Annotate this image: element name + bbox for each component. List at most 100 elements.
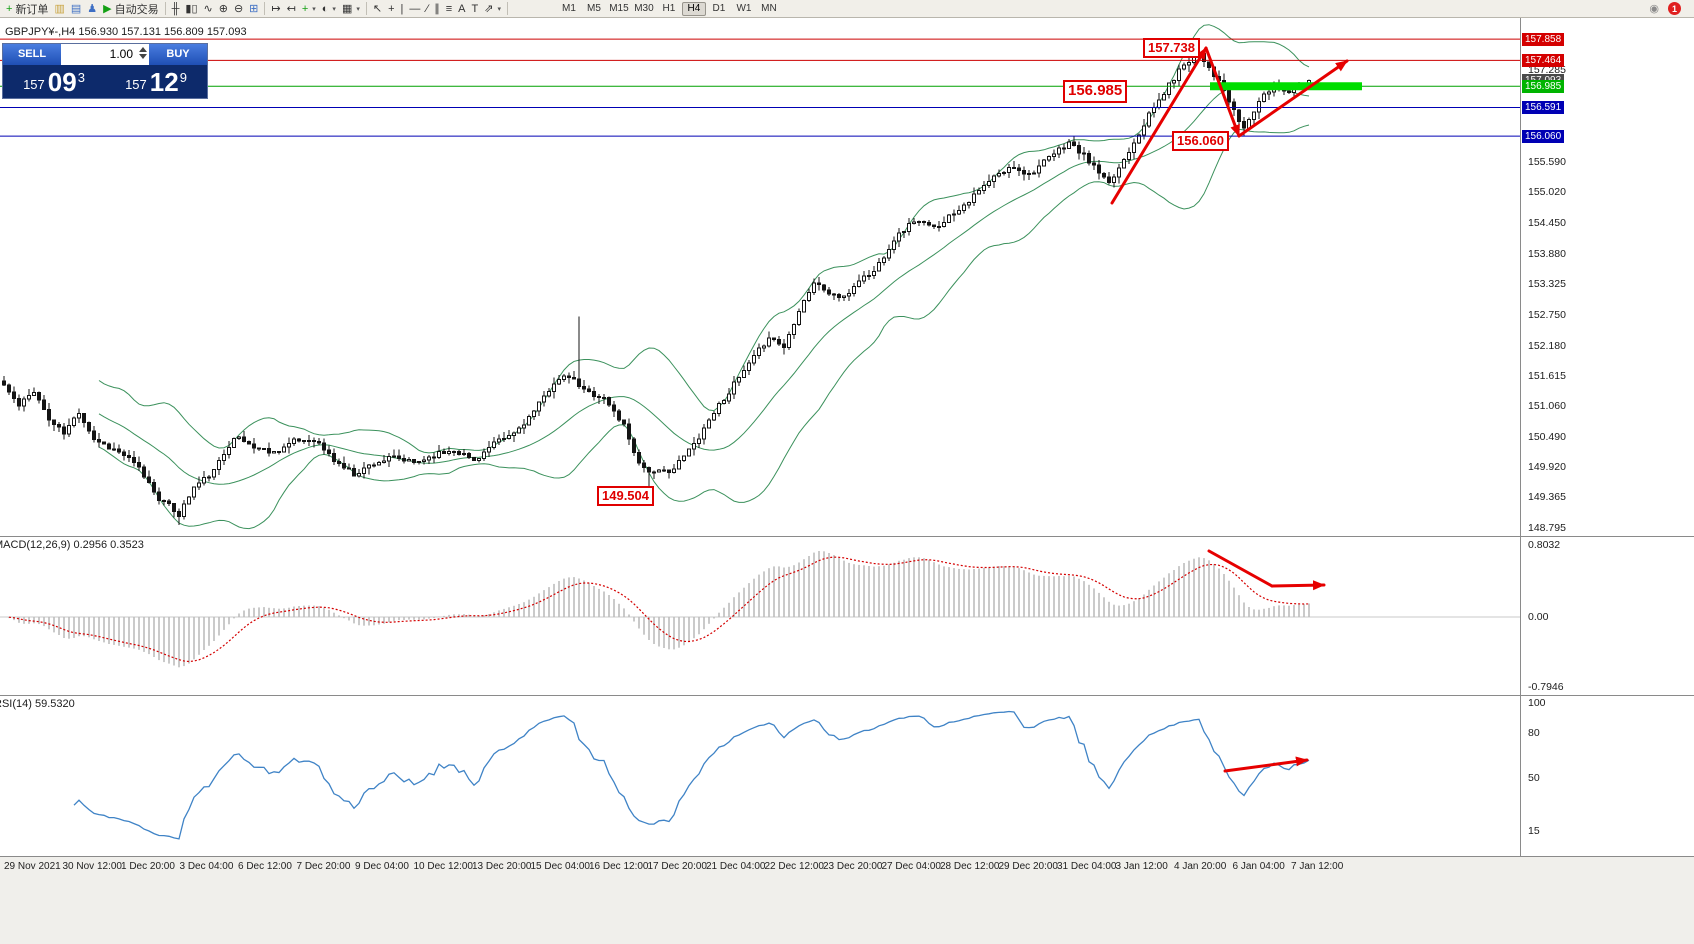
buy-button[interactable]: BUY bbox=[149, 44, 207, 65]
time-axis-label: 16 Dec 12:00 bbox=[589, 861, 649, 872]
text-label-icon-glyph: T bbox=[471, 2, 479, 15]
timeframe-h1[interactable]: H1 bbox=[662, 2, 676, 14]
candles bbox=[2, 45, 1311, 526]
volume-value: 1.00 bbox=[109, 47, 133, 61]
timeframe-h4[interactable]: H4 bbox=[681, 1, 706, 16]
chevron-down-icon: ▾ bbox=[332, 5, 336, 13]
notification-badge[interactable]: 1 bbox=[1668, 2, 1681, 15]
volume-decrease-button[interactable] bbox=[139, 54, 147, 59]
buy-price-display[interactable]: 157 12 9 bbox=[125, 67, 187, 97]
price-axis-label: 152.750 bbox=[1528, 308, 1566, 321]
one-click-trading-panel: SELL 1.00 BUY 157 09 3 157 12 9 bbox=[2, 43, 208, 99]
macd-axis-label: 0.00 bbox=[1528, 611, 1549, 623]
crosshair-icon[interactable]: + bbox=[385, 1, 397, 17]
profile-icon-glyph: ▤ bbox=[70, 2, 82, 15]
timeframe-m1[interactable]: M1 bbox=[562, 2, 576, 14]
time-axis-label: 27 Dec 04:00 bbox=[881, 861, 942, 872]
horizontal-line-icon-glyph: — bbox=[409, 2, 421, 15]
candlestick-chart-icon-glyph: ▮▯ bbox=[185, 2, 198, 15]
new-order-glyph: + bbox=[6, 2, 13, 15]
chart-shift-icon[interactable]: ↤ bbox=[284, 1, 299, 17]
profile-icon[interactable]: ▤ bbox=[68, 1, 84, 17]
price-chart[interactable] bbox=[0, 18, 1520, 536]
time-axis-label: 6 Jan 04:00 bbox=[1232, 861, 1285, 872]
price-tag-156.985: 156.985 bbox=[1522, 79, 1565, 93]
volume-input[interactable]: 1.00 bbox=[61, 44, 149, 65]
time-axis-label: 1 Dec 20:00 bbox=[121, 861, 175, 872]
crosshair-icon-glyph: + bbox=[388, 2, 395, 15]
volume-spinner bbox=[139, 47, 147, 59]
price-tag-157.858: 157.858 bbox=[1522, 32, 1565, 46]
chevron-down-icon: ▾ bbox=[312, 5, 316, 13]
horizontal-line-icon[interactable]: — bbox=[406, 1, 423, 17]
volume-increase-button[interactable] bbox=[139, 47, 147, 52]
bollinger-bands bbox=[98, 24, 1310, 530]
new-order-button[interactable]: + 新订单 bbox=[3, 1, 51, 17]
cursor-icon[interactable]: ↖ bbox=[370, 1, 385, 17]
price-axis-label: 153.325 bbox=[1528, 277, 1566, 290]
arrows-icon[interactable]: ⇗ ▾ bbox=[481, 1, 504, 17]
line-chart-icon-glyph: ∿ bbox=[203, 2, 213, 15]
timeframe-mn[interactable]: MN bbox=[761, 2, 777, 14]
vertical-line-icon[interactable]: | bbox=[398, 1, 407, 17]
trendline-icon[interactable]: ∕ bbox=[423, 1, 431, 17]
tile-windows-icon[interactable]: ⊞ bbox=[246, 1, 261, 17]
toolbar-separator bbox=[365, 2, 367, 15]
community-icon[interactable]: ♟ bbox=[84, 1, 100, 17]
panel-separator[interactable] bbox=[0, 536, 1694, 537]
timeframe-m30[interactable]: M30 bbox=[634, 2, 654, 14]
sell-button[interactable]: SELL bbox=[3, 44, 61, 65]
time-axis-label: 10 Dec 12:00 bbox=[413, 861, 474, 872]
macd-indicator-panel[interactable] bbox=[0, 536, 1520, 695]
rsi-axis-label: 100 bbox=[1528, 697, 1546, 709]
time-axis-label: 3 Jan 12:00 bbox=[1115, 861, 1168, 872]
text-icon[interactable]: A bbox=[455, 1, 468, 17]
rsi-label: RSI(14) 59.5320 bbox=[0, 698, 75, 710]
time-axis-label: 30 Nov 12:00 bbox=[62, 861, 123, 872]
timeframe-m5[interactable]: M5 bbox=[587, 2, 601, 14]
periods-icon[interactable]: ◐ ▾ bbox=[319, 1, 339, 17]
zoom-in-icon[interactable]: ⊕ bbox=[216, 1, 231, 17]
time-axis-label: 7 Jan 12:00 bbox=[1291, 861, 1344, 872]
bollinger-lower-band bbox=[98, 124, 1310, 530]
chart-window-icon[interactable]: ▥ bbox=[51, 1, 67, 17]
time-axis-label: 6 Dec 12:00 bbox=[238, 861, 292, 872]
price-annotation-156.985[interactable]: 156.985 bbox=[1063, 80, 1128, 103]
zoom-out-icon[interactable]: ⊖ bbox=[231, 1, 246, 17]
line-chart-icon[interactable]: ∿ bbox=[201, 1, 216, 17]
auto-scroll-icon[interactable]: ↦ bbox=[268, 1, 283, 17]
price-annotation-157.738[interactable]: 157.738 bbox=[1143, 38, 1200, 59]
sell-price-display[interactable]: 157 09 3 bbox=[23, 67, 85, 97]
time-axis-label: 3 Dec 04:00 bbox=[179, 861, 234, 872]
price-tag-157.464: 157.464 bbox=[1522, 53, 1565, 67]
time-axis-label: 7 Dec 20:00 bbox=[296, 861, 351, 872]
timeframe-m15[interactable]: M15 bbox=[609, 2, 629, 14]
price-axis-label: 149.365 bbox=[1528, 491, 1566, 504]
price-annotation-156.060[interactable]: 156.060 bbox=[1172, 131, 1229, 152]
metaquotes-icon[interactable]: ◉ bbox=[1646, 1, 1662, 17]
macd-axis-label: 0.8032 bbox=[1528, 539, 1561, 551]
bar-chart-icon-glyph: ╫ bbox=[171, 2, 180, 15]
fibonacci-icon-glyph: ≡ bbox=[445, 2, 453, 15]
timeframe-d1[interactable]: D1 bbox=[712, 2, 726, 14]
price-annotation-149.504[interactable]: 149.504 bbox=[597, 486, 654, 507]
trendline-icon-glyph: ∕ bbox=[426, 2, 429, 15]
panel-separator[interactable] bbox=[0, 695, 1694, 696]
price-axis-label: 155.590 bbox=[1528, 155, 1566, 168]
channel-icon[interactable]: ∥ bbox=[431, 1, 443, 17]
indicators-icon-glyph: + bbox=[301, 2, 309, 15]
chevron-down-icon: ▾ bbox=[497, 5, 501, 13]
timeframe-w1[interactable]: W1 bbox=[736, 2, 752, 14]
bar-chart-icon[interactable]: ╫ bbox=[169, 1, 183, 17]
templates-icon[interactable]: ▦ ▾ bbox=[339, 1, 363, 17]
autotrading-button-label: 自动交易 bbox=[114, 3, 159, 16]
time-axis-label: 29 Nov 2021 bbox=[4, 861, 61, 872]
rsi-indicator-panel[interactable] bbox=[0, 695, 1520, 856]
chart-shift-icon-glyph: ↤ bbox=[286, 2, 296, 15]
fibonacci-icon[interactable]: ≡ bbox=[443, 1, 455, 17]
text-label-icon[interactable]: T bbox=[468, 1, 481, 17]
channel-icon-glyph: ∥ bbox=[434, 2, 440, 15]
indicators-icon[interactable]: + ▾ bbox=[299, 1, 319, 17]
candlestick-chart-icon[interactable]: ▮▯ bbox=[182, 1, 200, 17]
autotrading-button[interactable]: ▶ 自动交易 bbox=[100, 1, 161, 17]
